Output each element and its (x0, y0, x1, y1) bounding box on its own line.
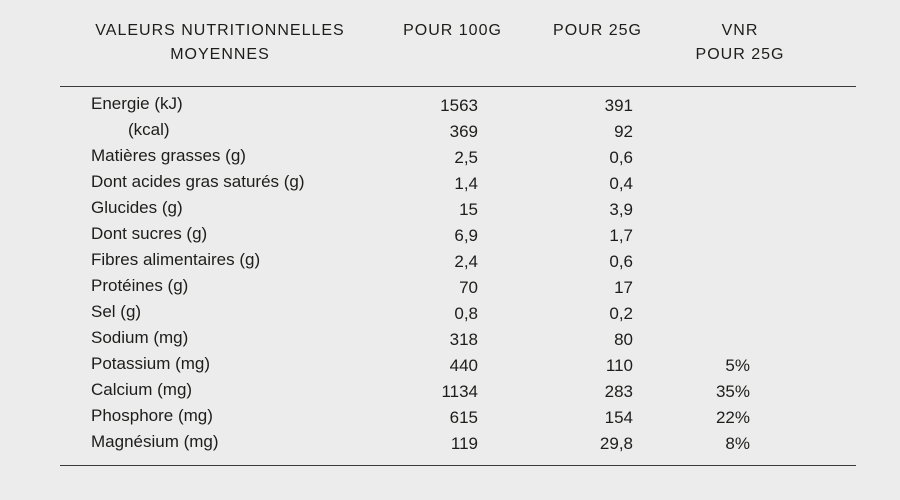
table-row: Dont acides gras saturés (g) 1,4 0,4 (60, 169, 856, 195)
row-value-per-25g: 0,4 (609, 174, 633, 193)
row-value-per-100g: 440 (449, 356, 478, 375)
table-row: Potassium (mg) 440 110 5% (60, 351, 856, 377)
row-value-vnr (670, 301, 856, 327)
row-value-per-100g: 70 (459, 278, 478, 297)
row-label: Sodium (mg) (91, 328, 189, 347)
header-values-line1: VALEURS NUTRITIONNELLES (95, 22, 345, 39)
row-value-per-25g: 80 (614, 330, 633, 349)
row-label: Potassium (mg) (91, 354, 211, 373)
row-value-per-100g: 0,8 (454, 304, 478, 323)
row-value-per-100g: 1563 (440, 96, 478, 115)
row-value-per-100g: 1134 (441, 382, 478, 401)
row-value-vnr (670, 197, 856, 223)
row-value-vnr (670, 223, 856, 249)
row-label: Energie (kJ) (91, 94, 183, 113)
row-value-per-100g: 369 (449, 122, 478, 141)
row-value-per-25g: 391 (604, 96, 633, 115)
row-value-per-25g: 0,6 (609, 148, 633, 167)
row-value-vnr (670, 327, 856, 353)
table-row: Calcium (mg) 1134 283 35% (60, 377, 856, 403)
row-label: Matières grasses (g) (91, 146, 246, 165)
row-value-per-25g: 29,8 (599, 434, 633, 453)
row-label: Dont acides gras saturés (g) (91, 172, 305, 191)
row-value-per-100g: 6,9 (454, 226, 478, 245)
row-value-per-100g: 318 (449, 330, 478, 349)
row-label: Glucides (g) (91, 198, 183, 217)
row-value-vnr (670, 249, 856, 275)
row-value-per-100g: 15 (459, 200, 478, 219)
table-row: Energie (kJ) 1563 391 (60, 91, 856, 117)
row-value-vnr: 5% (725, 356, 750, 375)
row-value-vnr: 8% (725, 434, 750, 453)
row-value-vnr (670, 171, 856, 197)
table-row: Dont sucres (g) 6,9 1,7 (60, 221, 856, 247)
row-label: (kcal) (128, 120, 170, 139)
table-row: (kcal) 369 92 (60, 117, 856, 143)
row-value-per-100g: 119 (450, 434, 478, 453)
row-value-per-25g: 3,9 (609, 200, 633, 219)
header-per-25g: POUR 25G (553, 22, 642, 39)
row-value-vnr: 22% (715, 408, 750, 427)
row-value-vnr (670, 93, 856, 119)
row-value-vnr (670, 145, 856, 171)
row-label: Phosphore (mg) (91, 406, 213, 425)
row-label: Dont sucres (g) (91, 224, 208, 243)
table-row: Matières grasses (g) 2,5 0,6 (60, 143, 856, 169)
row-value-vnr (670, 275, 856, 301)
row-value-per-25g: 1,7 (609, 226, 633, 245)
row-value-per-25g: 92 (614, 122, 633, 141)
row-value-per-100g: 1,4 (454, 174, 478, 193)
row-value-per-100g: 2,5 (454, 148, 478, 167)
row-label: Magnésium (mg) (91, 432, 219, 451)
row-value-per-25g: 154 (604, 408, 633, 427)
row-value-vnr: 35% (715, 382, 750, 401)
row-value-per-25g: 0,6 (609, 252, 633, 271)
row-value-per-100g: 2,4 (454, 252, 478, 271)
row-value-per-25g: 110 (605, 356, 633, 375)
header-values-line2: MOYENNES (170, 46, 270, 63)
table-body: Energie (kJ) 1563 391 (kcal) 369 92 Mati… (60, 87, 856, 465)
row-label: Sel (g) (91, 302, 142, 321)
header-vnr-line1: VNR (721, 22, 759, 39)
row-label: Fibres alimentaires (g) (91, 250, 261, 269)
table-header: VALEURS NUTRITIONNELLES MOYENNES POUR 10… (60, 0, 856, 86)
nutrition-table: VALEURS NUTRITIONNELLES MOYENNES POUR 10… (60, 0, 856, 466)
table-row: Magnésium (mg) 119 29,8 8% (60, 429, 856, 455)
row-value-per-100g: 615 (449, 408, 478, 427)
table-row: Phosphore (mg) 615 154 22% (60, 403, 856, 429)
table-row: Sodium (mg) 318 80 (60, 325, 856, 351)
header-vnr: VNR POUR 25G (670, 19, 856, 86)
top-rule (60, 86, 856, 87)
table-row: Sel (g) 0,8 0,2 (60, 299, 856, 325)
header-per-100g: POUR 100G (403, 22, 502, 39)
header-values-col: VALEURS NUTRITIONNELLES MOYENNES (60, 19, 380, 86)
row-label: Protéines (g) (91, 276, 189, 295)
row-value-per-25g: 17 (614, 278, 633, 297)
row-value-per-25g: 283 (604, 382, 633, 401)
header-vnr-line2: POUR 25G (695, 46, 785, 63)
row-label: Calcium (mg) (91, 380, 193, 399)
bottom-rule (60, 465, 856, 466)
table-row: Fibres alimentaires (g) 2,4 0,6 (60, 247, 856, 273)
row-value-vnr (670, 119, 856, 145)
table-row: Protéines (g) 70 17 (60, 273, 856, 299)
row-value-per-25g: 0,2 (609, 304, 633, 323)
table-row: Glucides (g) 15 3,9 (60, 195, 856, 221)
